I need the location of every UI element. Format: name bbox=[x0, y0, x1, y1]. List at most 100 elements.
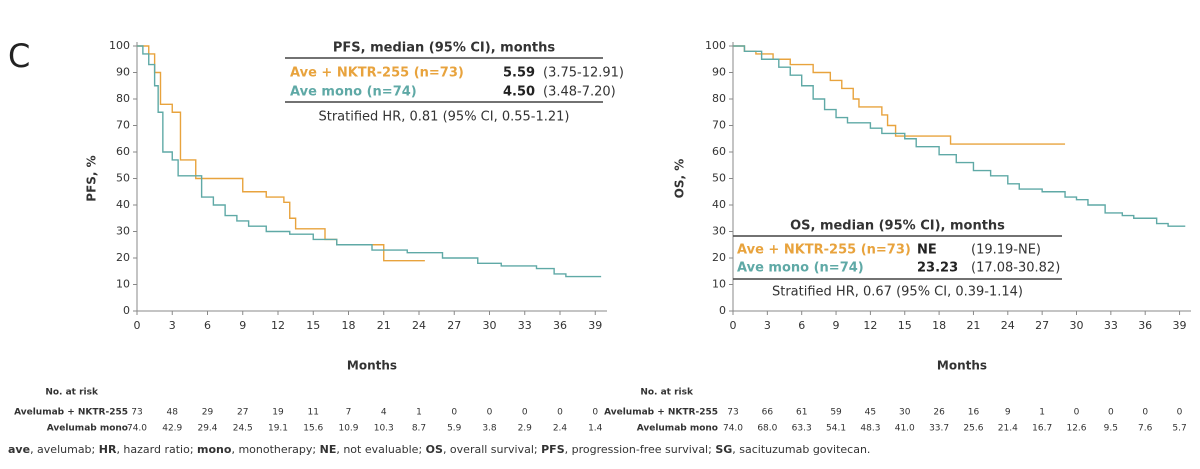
x-tick-label: 30 bbox=[483, 319, 497, 332]
at-risk-value: 61 bbox=[796, 408, 807, 418]
at-risk-value: 8.7 bbox=[412, 424, 426, 434]
footnote-term: PFS bbox=[541, 443, 565, 456]
x-tick-label: 39 bbox=[588, 319, 602, 332]
footnote-text: , progression-free survival; bbox=[565, 443, 716, 456]
x-tick-label: 21 bbox=[966, 319, 980, 332]
x-tick-label: 36 bbox=[1138, 319, 1152, 332]
at-risk-value: 45 bbox=[865, 408, 876, 418]
at-risk-value: 2.9 bbox=[518, 424, 533, 434]
at-risk-title: No. at risk bbox=[640, 388, 694, 398]
at-risk-value: 0 bbox=[522, 408, 528, 418]
y-tick-label: 20 bbox=[712, 251, 726, 264]
y-tick-label: 80 bbox=[116, 92, 130, 105]
at-risk-value: 73 bbox=[727, 408, 738, 418]
at-risk-value: 26 bbox=[933, 408, 945, 418]
y-tick-label: 30 bbox=[116, 225, 130, 238]
legend-median: 5.59 bbox=[503, 66, 535, 81]
at-risk-label: Avelumab mono bbox=[637, 424, 718, 434]
legend-ci: (17.08-30.82) bbox=[971, 261, 1060, 276]
y-tick-label: 60 bbox=[116, 145, 130, 158]
y-axis-label: OS, % bbox=[673, 159, 687, 199]
x-tick-label: 33 bbox=[518, 319, 532, 332]
legend-entry: Ave + NKTR-255 (n=73) bbox=[290, 66, 464, 81]
y-tick-label: 0 bbox=[123, 304, 130, 317]
legend-ci: (3.75-12.91) bbox=[543, 66, 624, 81]
at-risk-value: 24.5 bbox=[233, 424, 253, 434]
at-risk-value: 0 bbox=[1177, 408, 1183, 418]
x-axis-label: Months bbox=[937, 359, 987, 373]
survival-curve bbox=[137, 45, 602, 278]
legend-ci: (3.48-7.20) bbox=[543, 85, 616, 100]
x-tick-label: 9 bbox=[833, 319, 840, 332]
x-tick-label: 0 bbox=[134, 319, 141, 332]
at-risk-value: 54.1 bbox=[826, 424, 846, 434]
at-risk-value: 66 bbox=[762, 408, 774, 418]
at-risk-value: 48 bbox=[167, 408, 179, 418]
y-tick-label: 60 bbox=[712, 145, 726, 158]
at-risk-value: 42.9 bbox=[162, 424, 182, 434]
at-risk-value: 0 bbox=[1142, 408, 1148, 418]
y-tick-label: 70 bbox=[116, 119, 130, 132]
legend-title: PFS, median (95% CI), months bbox=[333, 41, 555, 56]
x-tick-label: 6 bbox=[798, 319, 805, 332]
x-tick-label: 12 bbox=[271, 319, 285, 332]
x-tick-label: 27 bbox=[1035, 319, 1049, 332]
at-risk-value: 30 bbox=[899, 408, 911, 418]
legend-entry: Ave mono (n=74) bbox=[290, 85, 417, 100]
footnote-term: SG bbox=[715, 443, 732, 456]
at-risk-value: 68.0 bbox=[757, 424, 777, 434]
survival-curve bbox=[733, 45, 1066, 145]
y-tick-label: 90 bbox=[712, 66, 726, 79]
at-risk-label: Avelumab + NKTR-255 bbox=[14, 408, 128, 418]
at-risk-value: 16.7 bbox=[1032, 424, 1052, 434]
x-tick-label: 24 bbox=[412, 319, 426, 332]
x-tick-label: 9 bbox=[239, 319, 246, 332]
footnote-term: HR bbox=[99, 443, 117, 456]
y-tick-label: 90 bbox=[116, 66, 130, 79]
at-risk-value: 59 bbox=[830, 408, 842, 418]
x-tick-label: 12 bbox=[863, 319, 877, 332]
at-risk-value: 29 bbox=[202, 408, 214, 418]
survival-curve bbox=[733, 45, 1186, 227]
at-risk-value: 1 bbox=[416, 408, 422, 418]
y-tick-label: 50 bbox=[712, 172, 726, 185]
at-risk-value: 29.4 bbox=[197, 424, 217, 434]
at-risk-value: 21.4 bbox=[998, 424, 1018, 434]
at-risk-value: 10.9 bbox=[338, 424, 358, 434]
at-risk-value: 7.6 bbox=[1138, 424, 1153, 434]
at-risk-value: 27 bbox=[237, 408, 248, 418]
y-tick-label: 40 bbox=[116, 198, 130, 211]
y-tick-label: 10 bbox=[116, 278, 130, 291]
x-tick-label: 15 bbox=[306, 319, 320, 332]
y-tick-label: 100 bbox=[109, 39, 130, 52]
x-tick-label: 0 bbox=[730, 319, 737, 332]
at-risk-value: 33.7 bbox=[929, 424, 949, 434]
legend-median: 23.23 bbox=[917, 261, 958, 276]
footnote-text: , sacituzumab govitecan. bbox=[732, 443, 870, 456]
at-risk-value: 0 bbox=[1108, 408, 1114, 418]
footnote-text: , hazard ratio; bbox=[116, 443, 197, 456]
at-risk-value: 63.3 bbox=[792, 424, 812, 434]
footnote-term: OS bbox=[426, 443, 443, 456]
x-tick-label: 3 bbox=[764, 319, 771, 332]
at-risk-value: 4 bbox=[381, 408, 387, 418]
y-tick-label: 70 bbox=[712, 119, 726, 132]
footnote-text: , not evaluable; bbox=[336, 443, 425, 456]
legend-title: OS, median (95% CI), months bbox=[790, 219, 1005, 234]
at-risk-value: 11 bbox=[308, 408, 319, 418]
x-tick-label: 6 bbox=[204, 319, 211, 332]
at-risk-value: 10.3 bbox=[374, 424, 394, 434]
at-risk-value: 0 bbox=[1074, 408, 1080, 418]
at-risk-value: 0 bbox=[487, 408, 493, 418]
at-risk-value: 25.6 bbox=[963, 424, 983, 434]
at-risk-value: 41.0 bbox=[895, 424, 915, 434]
footnote-text: , avelumab; bbox=[30, 443, 99, 456]
footnote-term: NE bbox=[320, 443, 337, 456]
at-risk-value: 48.3 bbox=[860, 424, 880, 434]
legend-note: Stratified HR, 0.67 (95% CI, 0.39-1.14) bbox=[772, 285, 1023, 300]
y-tick-label: 100 bbox=[705, 39, 726, 52]
y-tick-label: 50 bbox=[116, 172, 130, 185]
footnote-text: , overall survival; bbox=[443, 443, 541, 456]
x-tick-label: 39 bbox=[1173, 319, 1187, 332]
